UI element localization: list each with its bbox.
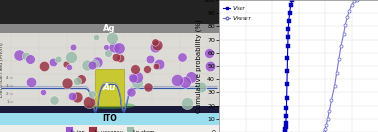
- Point: [90, 64, 96, 66]
- Point: [103, 46, 109, 48]
- Text: Electrical Field (MV/m): Electrical Field (MV/m): [0, 42, 4, 97]
- Point: [133, 76, 139, 78]
- Point: [207, 65, 213, 67]
- Point: [113, 56, 119, 58]
- Point: [109, 37, 115, 39]
- Point: [117, 57, 123, 60]
- Legend: $V_{SET}$, $V_{RESET}$: $V_{SET}$, $V_{RESET}$: [221, 2, 255, 25]
- Bar: [95, 69, 124, 106]
- Point: [51, 99, 57, 101]
- Bar: [0, 106, 219, 113]
- Legend: I⁺ ion, I⁻ vacancy, Ag atom: I⁺ ion, I⁻ vacancy, Ag atom: [64, 130, 155, 132]
- Point: [156, 63, 162, 65]
- Point: [69, 95, 75, 97]
- Point: [153, 65, 159, 67]
- Bar: [0, 113, 219, 125]
- Point: [16, 54, 22, 56]
- Bar: [0, 0, 219, 24]
- Point: [74, 80, 80, 82]
- Point: [105, 52, 111, 54]
- Point: [89, 93, 95, 95]
- Point: [128, 91, 134, 93]
- Point: [182, 81, 188, 83]
- Point: [132, 68, 138, 70]
- Point: [145, 86, 151, 88]
- Text: 4: 4: [6, 76, 9, 80]
- Point: [152, 46, 158, 48]
- Point: [178, 56, 184, 58]
- Point: [94, 60, 100, 63]
- Point: [84, 64, 90, 66]
- Text: 2: 2: [6, 92, 9, 96]
- Text: ITO: ITO: [102, 114, 117, 123]
- Point: [41, 65, 47, 67]
- Text: Au: Au: [103, 83, 116, 92]
- Point: [28, 81, 34, 83]
- Point: [91, 63, 97, 65]
- Point: [206, 51, 212, 54]
- Ellipse shape: [84, 102, 135, 109]
- Point: [130, 77, 136, 79]
- Text: 3: 3: [6, 84, 9, 88]
- Point: [184, 102, 190, 104]
- Point: [198, 86, 204, 88]
- Point: [74, 96, 80, 98]
- Point: [134, 81, 140, 83]
- Point: [147, 58, 153, 60]
- Y-axis label: Cumulative probability (%): Cumulative probability (%): [195, 19, 202, 113]
- Point: [144, 67, 150, 70]
- Point: [55, 58, 61, 60]
- Point: [111, 46, 117, 48]
- Point: [154, 43, 160, 46]
- Point: [174, 79, 180, 81]
- Point: [66, 65, 72, 68]
- Point: [93, 36, 99, 38]
- Point: [50, 61, 56, 63]
- Point: [27, 58, 33, 60]
- Point: [23, 55, 29, 58]
- Point: [129, 76, 135, 78]
- Point: [116, 47, 122, 49]
- Point: [62, 63, 68, 65]
- Text: Ag: Ag: [103, 24, 116, 33]
- Point: [68, 56, 74, 58]
- Point: [78, 78, 84, 80]
- Bar: [0, 24, 219, 33]
- Point: [85, 101, 91, 103]
- Point: [64, 82, 70, 84]
- Point: [70, 46, 76, 48]
- Point: [40, 91, 46, 94]
- Bar: [0, 33, 219, 106]
- Point: [152, 41, 158, 43]
- Text: 1: 1: [6, 100, 9, 104]
- Point: [187, 76, 194, 78]
